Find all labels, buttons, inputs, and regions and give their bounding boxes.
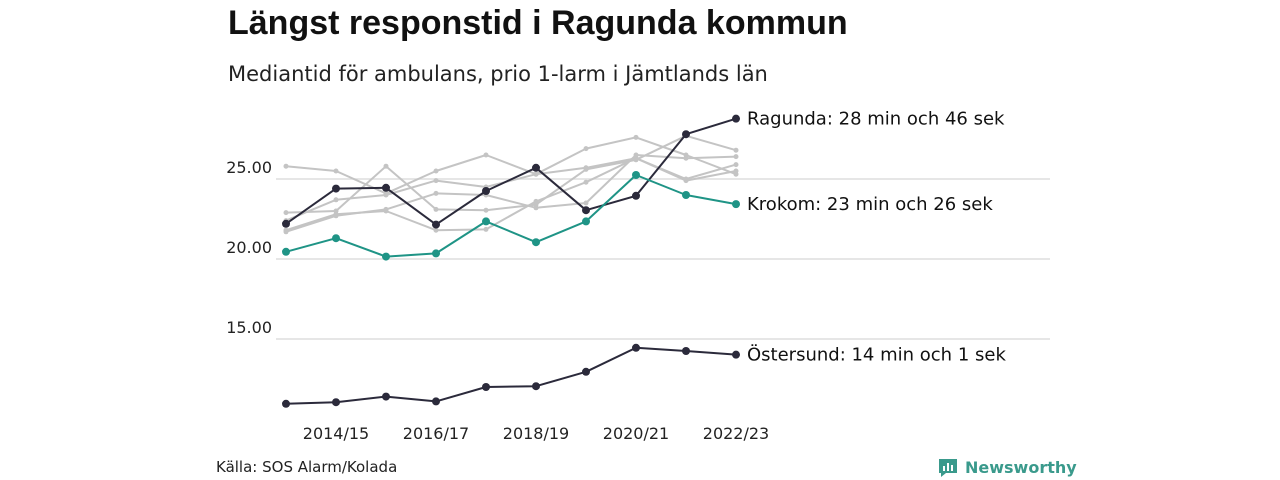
series-point [732,200,740,209]
other-series-point [583,146,589,152]
series-line-krokom [285,174,737,258]
newsworthy-logo-icon [939,459,957,477]
series-point [432,220,440,229]
y-tick-label: 15.00 [226,318,272,337]
series-point [482,383,490,391]
other-series-point [733,168,739,174]
other-series-point [733,147,739,153]
series-point [432,249,440,258]
other-series-point [433,168,439,174]
series-point [382,392,390,401]
series-point [382,183,390,192]
series-point [482,187,490,195]
series-label: Krokom: 23 min och 26 sek [747,194,993,215]
other-series-point [533,171,539,177]
series-point [732,350,740,359]
other-series-point [733,162,739,168]
other-series-point [433,227,439,233]
other-series-point [683,155,689,161]
other-series-point [733,154,739,160]
brand-name: Newsworthy [965,457,1077,477]
series-point [732,114,740,123]
other-series-point [583,165,589,171]
series-point [632,191,640,200]
series-point [332,234,340,243]
series-point [582,367,590,376]
other-series-point [333,197,339,203]
other-series-point [533,198,539,204]
other-series-point [433,178,439,184]
series-line-östersund [285,346,737,405]
other-series-point [283,227,289,233]
x-tick-label: 2018/19 [503,424,569,443]
other-series-point [583,179,589,185]
other-series-point [483,207,489,213]
series-point [532,238,540,247]
x-tick-label: 2022/23 [703,424,769,443]
other-series-line [285,157,737,222]
chart-subtitle: Mediantid för ambulans, prio 1-larm i Jä… [228,62,768,86]
series-point [282,247,290,256]
y-tick-label: 20.00 [226,238,272,257]
series-point [482,217,490,226]
source-note: Källa: SOS Alarm/Kolada [216,458,398,476]
series-point [532,382,540,391]
other-series-point [583,200,589,206]
series-point [582,217,590,226]
chart-title: Längst responstid i Ragunda kommun [228,4,848,42]
series-label: Östersund: 14 min och 1 sek [747,344,1006,366]
series-point [282,219,290,228]
series-point [432,397,440,406]
y-tick-label: 25.00 [226,158,272,177]
series-point [632,343,640,352]
other-series-line [285,136,737,195]
other-series-point [283,210,289,216]
other-series-point [483,226,489,232]
series-point [282,399,290,408]
series-point [332,398,340,407]
other-series-point [283,163,289,169]
other-series-point [683,178,689,184]
series-point [332,184,340,193]
other-series-point [333,168,339,174]
series-point [682,191,690,199]
series-point [682,130,690,139]
series-point [532,163,540,172]
x-tick-label: 2014/15 [303,424,369,443]
other-series-point [383,208,389,214]
x-tick-label: 2020/21 [603,424,669,443]
other-series-line [285,157,737,232]
series-line-ragunda [285,117,737,226]
series-point [582,206,590,215]
other-series-line [285,154,737,233]
other-series-point [483,152,489,158]
brand-logo: Newsworthy [937,456,1077,478]
other-series-point [433,206,439,212]
series-label: Ragunda: 28 min och 46 sek [747,109,1005,130]
other-series-point [383,163,389,169]
series-point [632,171,640,179]
other-series-point [633,134,639,140]
other-series-point [633,155,639,161]
series-point [382,252,390,261]
other-series-point [533,205,539,211]
other-series-point [333,211,339,217]
x-tick-label: 2016/17 [403,424,469,443]
other-series-point [383,192,389,198]
series-point [682,347,690,355]
other-series-point [433,190,439,196]
